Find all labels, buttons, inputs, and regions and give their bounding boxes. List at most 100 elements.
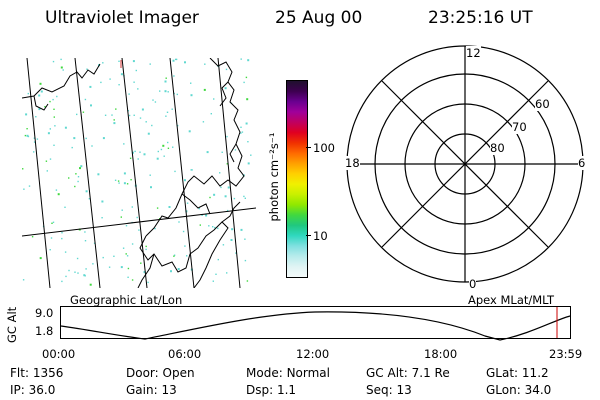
altitude-xtick-1: 06:00	[168, 347, 202, 361]
noise-pixel	[163, 155, 165, 157]
noise-pixel	[84, 275, 86, 277]
noise-pixel	[90, 104, 92, 107]
noise-pixel	[220, 186, 222, 189]
noise-pixel	[177, 268, 180, 270]
noise-pixel	[147, 281, 149, 284]
noise-pixel	[217, 227, 219, 230]
noise-pixel	[101, 217, 103, 219]
noise-pixel	[128, 114, 131, 117]
noise-pixel	[213, 98, 215, 100]
noise-pixel	[235, 252, 237, 254]
noise-pixel	[244, 238, 246, 240]
noise-pixel	[83, 274, 86, 277]
noise-pixel	[143, 153, 146, 156]
info-flt: Flt: 1356	[10, 366, 64, 380]
noise-pixel	[127, 110, 129, 112]
noise-pixel	[49, 249, 51, 251]
noise-pixel	[201, 214, 203, 216]
noise-pixel	[168, 206, 171, 208]
noise-pixel	[149, 174, 151, 176]
noise-pixel	[79, 167, 81, 170]
noise-pixel	[123, 143, 125, 145]
colorbar	[286, 80, 308, 278]
noise-pixel	[28, 185, 31, 187]
noise-pixels	[22, 58, 252, 286]
noise-pixel	[61, 237, 63, 240]
noise-pixel	[240, 58, 242, 60]
noise-pixel	[134, 150, 136, 153]
noise-pixel	[77, 180, 79, 183]
noise-pixel	[62, 69, 64, 71]
noise-pixel	[212, 280, 214, 282]
colorbar-label: photon cm⁻²s⁻¹	[267, 132, 281, 222]
noise-pixel	[145, 121, 147, 123]
noise-pixel	[159, 90, 161, 92]
noise-pixel	[31, 236, 34, 238]
noise-pixel	[24, 134, 27, 137]
noise-pixel	[135, 69, 137, 72]
coastlines	[22, 58, 245, 288]
noise-pixel	[22, 279, 25, 281]
noise-pixel	[23, 188, 25, 190]
noise-pixel	[118, 84, 120, 86]
noise-pixel	[167, 91, 169, 93]
noise-pixel	[173, 75, 175, 77]
noise-pixel	[44, 106, 46, 108]
noise-pixel	[177, 124, 179, 127]
noise-pixel	[205, 214, 208, 217]
noise-pixel	[145, 245, 147, 248]
noise-pixel	[82, 111, 85, 113]
noise-pixel	[243, 195, 245, 198]
noise-pixel	[222, 244, 225, 246]
geographic-label: Geographic Lat/Lon	[70, 293, 183, 307]
noise-pixel	[204, 63, 206, 65]
info-mode: Mode: Normal	[246, 366, 330, 380]
noise-pixel	[162, 144, 165, 147]
noise-pixel	[114, 179, 117, 181]
noise-pixel	[175, 58, 178, 61]
noise-pixel	[25, 113, 28, 116]
noise-pixel	[77, 272, 79, 274]
info-ip: IP: 36.0	[10, 383, 56, 397]
noise-pixel	[147, 132, 150, 135]
noise-pixel	[53, 144, 55, 146]
noise-pixel	[247, 59, 250, 62]
noise-pixel	[138, 229, 140, 231]
longitude-lines	[26, 58, 241, 288]
noise-pixel	[91, 145, 93, 147]
noise-pixel	[47, 132, 50, 135]
altitude-ytick-high: 9.0	[35, 306, 54, 320]
noise-pixel	[111, 114, 113, 116]
info-glon: GLon: 34.0	[486, 383, 552, 397]
info-door: Door: Open	[126, 366, 195, 380]
noise-pixel	[191, 169, 193, 171]
altitude-xtick-3: 18:00	[424, 347, 458, 361]
noise-pixel	[125, 225, 128, 227]
noise-pixel	[64, 126, 67, 129]
latitude-line	[22, 207, 256, 237]
polar-diagonal	[381, 80, 549, 248]
noise-pixel	[245, 76, 248, 79]
info-gain: Gain: 13	[126, 383, 177, 397]
noise-pixel	[244, 197, 246, 199]
noise-pixel	[233, 197, 236, 200]
apex-label: Apex MLat/MLT	[468, 293, 555, 307]
noise-pixel	[49, 100, 51, 103]
noise-pixel	[243, 81, 245, 84]
noise-pixel	[115, 108, 117, 110]
noise-pixel	[143, 271, 146, 274]
noise-pixel	[130, 179, 132, 181]
colorbar-tick-mark	[306, 235, 311, 236]
altitude-xtick-0: 00:00	[42, 347, 76, 361]
noise-pixel	[184, 245, 186, 247]
noise-pixel	[102, 256, 104, 259]
noise-pixel	[247, 162, 250, 165]
noise-pixel	[151, 124, 153, 127]
altitude-xtick-2: 12:00	[296, 347, 330, 361]
noise-pixel	[61, 280, 63, 283]
mlat-label-60: 60	[535, 97, 550, 111]
noise-pixel	[53, 116, 55, 118]
noise-pixel	[120, 73, 123, 76]
noise-pixel	[56, 95, 58, 98]
noise-pixel	[45, 160, 48, 162]
